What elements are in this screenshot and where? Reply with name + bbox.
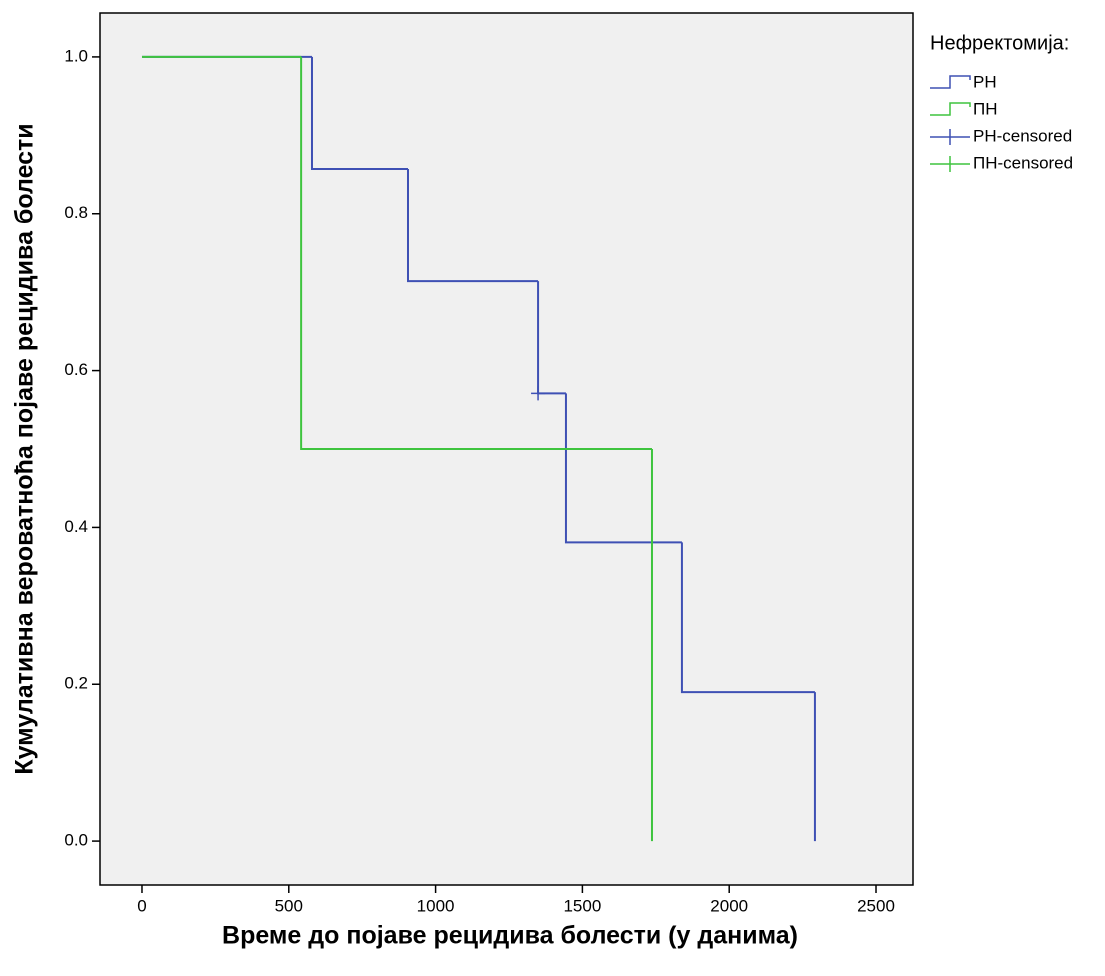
y-tick-label: 0.2 [64,674,88,693]
x-axis-title: Време до појаве рецидива болести (у дани… [222,922,798,950]
legend-swatch [930,156,970,172]
legend-swatch [930,75,971,89]
x-tick-label: 2000 [710,896,748,915]
survival-step [564,393,682,544]
x-tick-label: 0 [137,896,146,915]
survival-step [680,542,815,694]
y-tick-label: 0.4 [64,517,88,536]
x-tick-label: 500 [275,896,303,915]
y-tick-label: 0.6 [64,360,88,379]
legend-label: ПН-censored [973,153,1073,172]
legend-label: РН [973,72,997,91]
legend-label: ПН [973,99,998,118]
x-tick-label: 1500 [563,896,601,915]
legend-swatch [930,102,971,116]
legend-label: РН-censored [973,126,1072,145]
legend-swatch [930,129,970,145]
survival-step [300,56,652,450]
legend-title: Нефректомија: [930,32,1069,54]
y-axis-title: Кумулативна вероватноћа појаве рецидива … [11,123,39,774]
x-tick-label: 1000 [417,896,455,915]
censor-mark [531,386,546,401]
y-tick-label: 0.8 [64,203,88,222]
y-tick-label: 0.0 [64,831,88,850]
survival-step [310,56,408,171]
x-tick-label: 2500 [857,896,895,915]
survival-step [406,169,539,283]
y-tick-label: 1.0 [64,46,88,65]
